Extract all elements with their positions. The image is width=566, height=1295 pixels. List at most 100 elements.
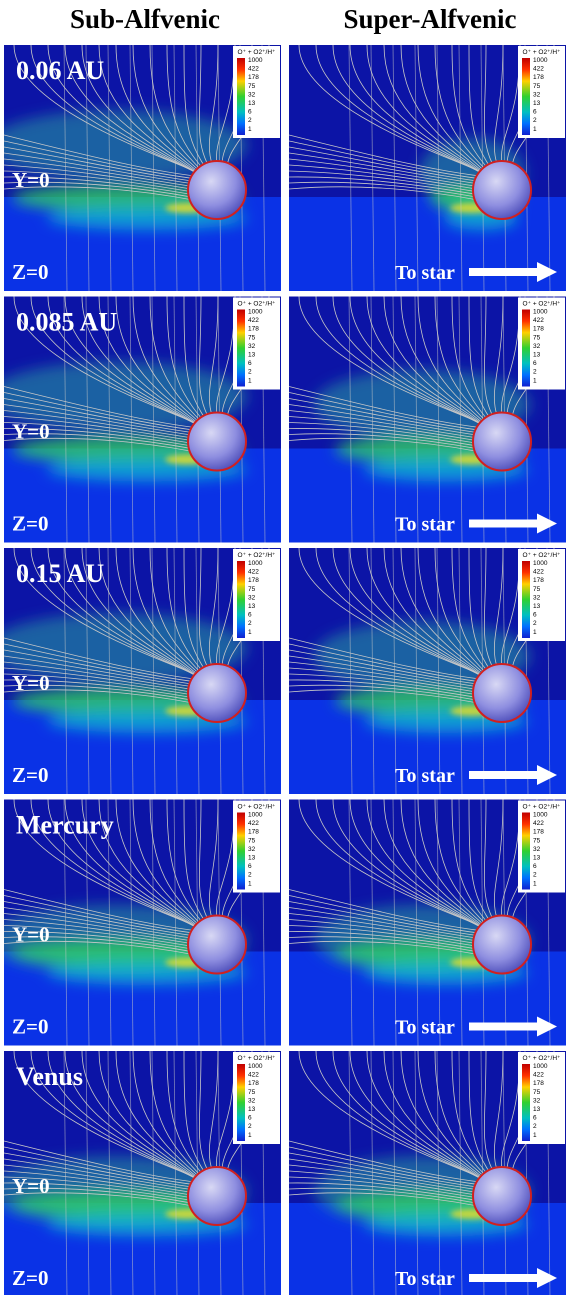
- colorbar-gradient: [522, 310, 530, 387]
- colorbar-tick: 178: [533, 829, 544, 836]
- colorbar-tick: 13: [248, 855, 256, 862]
- colorbar-tick: 422: [248, 1072, 259, 1079]
- page: Sub-Alfvenic Super-Alfvenic O⁺ + O2⁺/H⁺1…: [0, 0, 566, 1295]
- colorbar-tick: 32: [248, 846, 256, 853]
- colorbar-tick: 32: [248, 343, 256, 350]
- colorbar-gradient: [237, 813, 245, 890]
- colorbar-tick: 178: [248, 1080, 259, 1087]
- colorbar-tick: 1: [248, 1132, 252, 1139]
- colorbar-gradient: [237, 310, 245, 387]
- colorbar-title: O⁺ + O2⁺/H⁺: [238, 49, 276, 56]
- plane-label: Z=0: [12, 1015, 48, 1039]
- row-label: 0.085 AU: [16, 308, 117, 337]
- planet: [473, 916, 531, 974]
- colorbar-tick: 178: [533, 74, 544, 81]
- colorbar-tick: 2: [248, 620, 252, 627]
- colorbar-tick: 422: [533, 569, 544, 576]
- colorbar-tick: 422: [533, 820, 544, 827]
- to-star: To star: [395, 1017, 455, 1039]
- colorbar-tick: 75: [533, 83, 541, 90]
- colorbar-title: O⁺ + O2⁺/H⁺: [238, 552, 276, 559]
- to-star: To star: [395, 514, 455, 536]
- colorbar-tick: 6: [248, 612, 252, 619]
- colorbar-tick: 178: [248, 829, 259, 836]
- colorbar-tick: 13: [248, 100, 256, 107]
- planet: [188, 413, 246, 471]
- colorbar-tick: 32: [533, 343, 541, 350]
- colorbar-tick: 422: [248, 317, 259, 324]
- colorbar: O⁺ + O2⁺/H⁺1000422178753213621: [518, 801, 565, 893]
- colorbar-tick: 1: [248, 377, 252, 384]
- colorbar-title: O⁺ + O2⁺/H⁺: [523, 552, 561, 559]
- colorbar-tick: 422: [248, 820, 259, 827]
- colorbar-tick: 6: [533, 612, 537, 619]
- colorbar-tick: 75: [533, 837, 541, 844]
- colorbar-tick: 32: [533, 91, 541, 98]
- colorbar-tick: 75: [248, 837, 256, 844]
- colorbar-title: O⁺ + O2⁺/H⁺: [523, 1055, 561, 1062]
- plane-label: Y=0: [12, 420, 50, 444]
- column-title: Super-Alfvenic: [344, 4, 517, 34]
- colorbar-tick: 75: [533, 1089, 541, 1096]
- colorbar-tick: 1: [248, 126, 252, 133]
- colorbar-tick: 32: [533, 846, 541, 853]
- colorbar-tick: 1000: [533, 1063, 548, 1070]
- colorbar-tick: 13: [533, 603, 541, 610]
- colorbar-tick: 13: [248, 603, 256, 610]
- colorbar-tick: 75: [248, 586, 256, 593]
- colorbar-tick: 178: [248, 326, 259, 333]
- colorbar-tick: 1000: [533, 812, 548, 819]
- colorbar-tick: 1: [533, 1132, 537, 1139]
- plane-label: Z=0: [12, 512, 48, 536]
- plane-label: Y=0: [12, 671, 50, 695]
- colorbar: O⁺ + O2⁺/H⁺1000422178753213621: [233, 549, 280, 641]
- planet: [473, 161, 531, 219]
- panel: O⁺ + O2⁺/H⁺1000422178753213621VenusY=0Z=…: [0, 1051, 281, 1295]
- colorbar-tick: 1000: [533, 309, 548, 316]
- colorbar-tick: 2: [533, 369, 537, 376]
- colorbar-tick: 422: [533, 66, 544, 73]
- colorbar-tick: 178: [533, 326, 544, 333]
- colorbar-title: O⁺ + O2⁺/H⁺: [523, 804, 561, 811]
- colorbar-tick: 6: [248, 360, 252, 367]
- colorbar-tick: 1: [533, 880, 537, 887]
- plane-label: Y=0: [12, 168, 50, 192]
- colorbar-gradient: [522, 58, 530, 135]
- colorbar: O⁺ + O2⁺/H⁺1000422178753213621: [233, 298, 280, 390]
- colorbar-tick: 32: [248, 1097, 256, 1104]
- colorbar-tick: 2: [248, 1123, 252, 1130]
- colorbar-tick: 178: [533, 1080, 544, 1087]
- row-label: 0.06 AU: [16, 56, 104, 85]
- colorbar-gradient: [237, 561, 245, 638]
- colorbar-tick: 75: [248, 334, 256, 341]
- colorbar-tick: 1000: [533, 57, 548, 64]
- to-star: To star: [395, 765, 455, 787]
- colorbar-tick: 6: [248, 863, 252, 870]
- colorbar-gradient: [522, 561, 530, 638]
- colorbar-tick: 2: [533, 620, 537, 627]
- colorbar-tick: 32: [533, 1097, 541, 1104]
- colorbar-gradient: [522, 1064, 530, 1141]
- colorbar-title: O⁺ + O2⁺/H⁺: [238, 1055, 276, 1062]
- colorbar-tick: 422: [533, 317, 544, 324]
- colorbar-tick: 75: [533, 586, 541, 593]
- colorbar-tick: 75: [248, 1089, 256, 1096]
- colorbar-tick: 178: [248, 74, 259, 81]
- colorbar-tick: 1: [248, 629, 252, 636]
- panel: O⁺ + O2⁺/H⁺1000422178753213621To star: [289, 548, 566, 794]
- colorbar-tick: 13: [248, 1106, 256, 1113]
- colorbar-tick: 422: [533, 1072, 544, 1079]
- colorbar-title: O⁺ + O2⁺/H⁺: [238, 804, 276, 811]
- colorbar-tick: 13: [533, 855, 541, 862]
- colorbar-tick: 1000: [248, 560, 263, 567]
- row-label: Venus: [16, 1062, 83, 1091]
- planet: [473, 1167, 531, 1225]
- colorbar-tick: 1000: [248, 57, 263, 64]
- plane-label: Z=0: [12, 1266, 48, 1290]
- colorbar-title: O⁺ + O2⁺/H⁺: [523, 301, 561, 308]
